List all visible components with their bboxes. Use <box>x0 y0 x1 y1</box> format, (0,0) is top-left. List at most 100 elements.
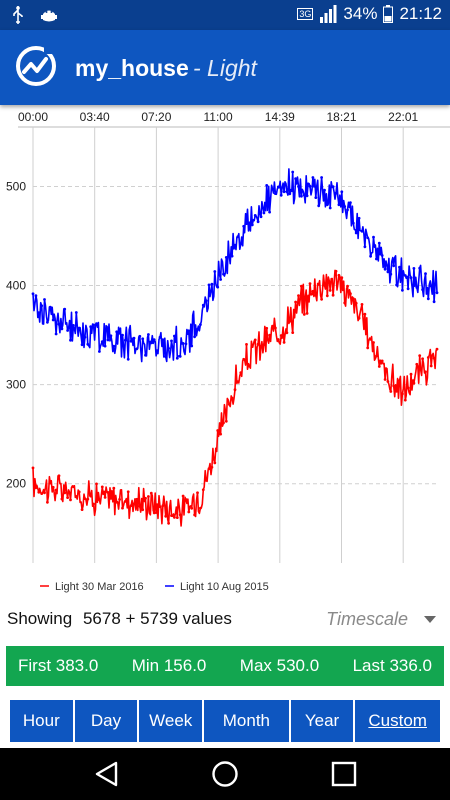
series-point <box>282 341 286 344</box>
series-point <box>167 347 171 350</box>
series-point <box>51 318 55 322</box>
series-point <box>432 300 436 304</box>
series-line-1 <box>32 168 438 363</box>
series-point <box>291 170 295 174</box>
series-point <box>199 506 202 510</box>
series-point <box>181 342 185 345</box>
home-icon[interactable] <box>210 760 240 788</box>
series-point <box>118 498 121 501</box>
series-point <box>132 502 136 506</box>
timescale-dropdown[interactable]: Timescale <box>326 609 436 630</box>
series-point <box>328 289 332 292</box>
stat-min: Min 156.0 <box>131 656 207 675</box>
series-point <box>380 359 384 363</box>
series-point <box>161 504 165 507</box>
series-point <box>123 500 127 503</box>
x-tick-label: 00:00 <box>18 110 48 124</box>
series-point <box>409 276 413 280</box>
navigation-bar <box>0 748 450 800</box>
recents-icon[interactable] <box>330 760 358 788</box>
range-button-hour[interactable]: Hour <box>10 700 73 742</box>
series-point <box>320 176 323 179</box>
series-point <box>250 223 254 227</box>
series-point <box>123 338 127 342</box>
series-point <box>207 283 211 287</box>
app-subtitle: - Light <box>193 55 257 81</box>
series-point <box>69 498 72 502</box>
series-point <box>178 513 182 517</box>
series-point <box>213 270 217 273</box>
series-point <box>196 328 199 331</box>
series-point <box>173 334 176 338</box>
series-point <box>401 288 404 292</box>
series-point <box>175 356 179 360</box>
series-point <box>83 497 87 500</box>
range-button-custom[interactable]: Custom <box>355 700 440 742</box>
series-point <box>276 185 280 189</box>
series-point <box>66 329 69 332</box>
series-point <box>395 283 398 287</box>
series-point <box>245 343 248 346</box>
range-button-month[interactable]: Month <box>204 700 289 742</box>
stats-bar: First 383.0 Min 156.0 Max 530.0 Last 336… <box>6 646 444 686</box>
y-tick-label: 500 <box>6 179 26 193</box>
series-point <box>279 193 283 197</box>
series-point <box>54 488 58 492</box>
timescale-label: Timescale <box>326 609 408 629</box>
back-icon[interactable] <box>92 760 122 788</box>
legend-label-1: Light 10 Aug 2015 <box>180 581 269 593</box>
series-point <box>274 192 277 195</box>
series-point <box>100 485 104 489</box>
series-point <box>325 294 329 298</box>
series-point <box>109 497 113 500</box>
series-point <box>320 297 323 301</box>
series-point <box>129 339 133 343</box>
series-point <box>138 334 142 338</box>
app-title: my_house <box>75 55 189 81</box>
chart-area[interactable]: 00:00 03:40 07:20 11:00 14:39 18:21 22:01 200 30… <box>0 105 450 605</box>
series-point <box>92 502 95 506</box>
series-point <box>74 311 78 314</box>
series-point <box>346 208 349 212</box>
series-point <box>351 297 355 300</box>
light-chart[interactable]: 00:00 03:40 07:20 11:00 14:39 18:21 22:01 200 30… <box>0 105 450 605</box>
series-point <box>398 265 401 269</box>
series-point <box>149 491 153 495</box>
series-point <box>248 221 251 225</box>
series-point <box>380 254 384 257</box>
series-point <box>424 370 427 374</box>
series-point <box>158 335 162 339</box>
series-point <box>340 190 344 194</box>
clock: 21:12 <box>399 4 442 23</box>
series-point <box>242 224 246 228</box>
series-point <box>288 319 292 323</box>
series-point <box>314 196 318 199</box>
series-point <box>80 343 84 347</box>
series-point <box>37 490 41 494</box>
series-point <box>383 267 387 271</box>
series-point <box>300 284 303 288</box>
series-point <box>389 272 393 276</box>
app-bar: my_house - Light <box>0 30 450 105</box>
series-point <box>271 187 274 191</box>
series-point <box>392 264 396 268</box>
series-point <box>317 204 321 208</box>
series-point <box>181 494 185 498</box>
series-point <box>63 491 67 495</box>
series-point <box>201 303 205 307</box>
series-point <box>230 396 234 400</box>
series-point <box>141 337 145 341</box>
series-point <box>282 190 286 194</box>
series-point <box>418 266 422 270</box>
series-point <box>435 347 439 351</box>
series-point <box>239 242 243 246</box>
series-point <box>222 272 225 276</box>
series-point <box>268 210 271 214</box>
range-button-year[interactable]: Year <box>290 700 354 742</box>
series-point <box>54 332 58 336</box>
range-button-day[interactable]: Day <box>74 700 138 742</box>
series-point <box>429 364 433 368</box>
range-button-week[interactable]: Week <box>139 700 203 742</box>
series-point <box>126 490 130 494</box>
stat-last: Last 336.0 <box>352 656 432 675</box>
